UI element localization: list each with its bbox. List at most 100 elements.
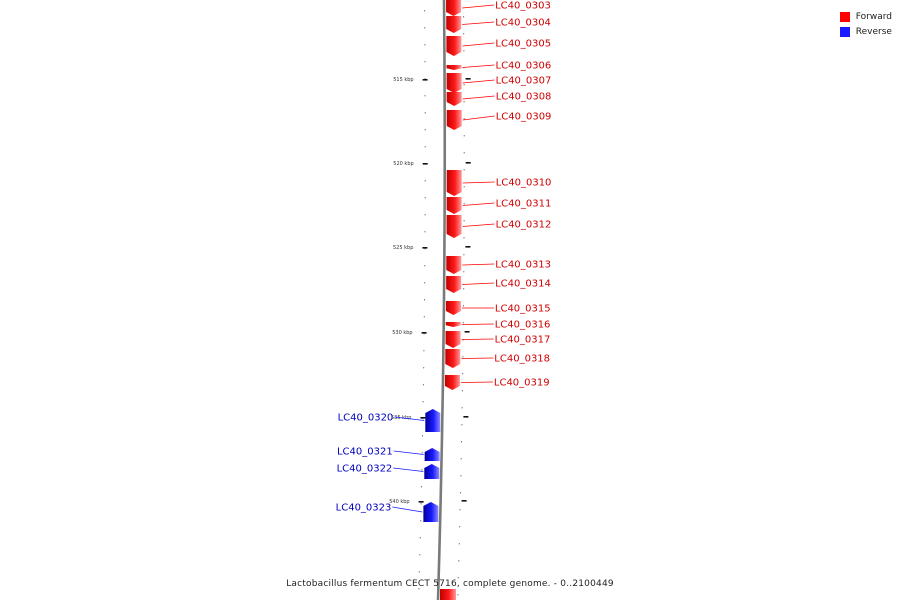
dot-left [424,146,426,148]
dot-left [418,571,420,573]
tick-label: 525 kbp [393,245,413,251]
dot-left [424,197,426,199]
dot-right [458,560,460,562]
gene-label[interactable]: LC40_0323 [336,503,392,514]
genome-caption: Lactobacillus fermentum CECT 5716, compl… [286,579,614,589]
gene-arrow[interactable] [445,301,461,315]
dot-left [424,248,426,250]
dot-right [463,186,465,188]
gene-arrow[interactable] [445,322,461,327]
gene-label[interactable]: LC40_0314 [495,279,551,290]
dot-left [421,452,423,454]
gene-arrow[interactable] [446,16,462,33]
gene-arrow[interactable] [424,464,440,479]
dot-right [463,271,465,273]
gene-arrow[interactable] [446,170,462,196]
gene-leader-line [393,467,424,472]
dot-right [462,356,464,358]
tick-mark [421,332,427,334]
gene-arrow[interactable] [424,448,440,461]
dot-left [424,10,426,12]
dot-left [424,214,426,216]
gene-label[interactable]: LC40_0315 [495,304,551,315]
gene-leader-line [462,64,495,68]
dot-right [463,84,465,86]
dot-right [463,169,465,171]
tick-mark [422,247,428,249]
dot-left [419,537,421,539]
dot-left [424,265,426,267]
gene-leader-line [462,42,495,47]
gene-leader-line [461,323,494,325]
gene-leader-line [461,357,494,359]
gene-label[interactable]: LC40_0306 [496,61,552,72]
gene-label[interactable]: LC40_0318 [494,354,550,365]
tick-mark-right [465,162,471,164]
gene-leader-line [462,95,495,100]
dot-left [423,333,425,335]
gene-arrow[interactable] [446,110,462,130]
gene-arrow[interactable] [446,65,462,70]
dot-left [420,503,422,505]
dot-left [424,27,426,29]
gene-leader-line [462,4,495,9]
gene-label[interactable]: LC40_0304 [495,18,551,29]
dot-left [422,435,423,437]
legend-reverse: Reverse [839,24,892,39]
gene-arrow[interactable] [444,375,460,390]
tick-mark-right [465,78,471,80]
gene-label[interactable]: LC40_0319 [494,378,550,389]
gene-arrow[interactable] [423,502,439,522]
dot-left [424,61,426,63]
dot-left [424,112,426,114]
gene-arrow[interactable] [446,0,462,16]
tick-label: 515 kbp [393,77,413,83]
dot-left [421,469,423,471]
dot-left [424,299,425,301]
gene-arrow[interactable] [445,331,461,348]
dot-right [463,101,465,103]
gene-track: LC40_0303 LC40_0304 LC40_0305 LC40_0306 LC40… [336,0,552,522]
gene-label[interactable]: LC40_0310 [496,178,552,189]
dot-right [460,475,462,477]
dot-right [463,203,465,205]
legend-reverse-label: Reverse [855,26,892,37]
gene-label[interactable]: LC40_0321 [337,447,393,458]
dot-right [461,390,463,392]
dot-right [461,424,463,426]
gene-arrow[interactable] [425,409,441,432]
tick-label: 520 kbp [393,161,413,167]
gene-leader-line [462,21,495,25]
genome-backbone [436,0,447,600]
gene-arrow[interactable] [446,36,462,56]
gene-label[interactable]: LC40_0309 [496,112,552,123]
dot-left [422,384,424,386]
legend: Forward Reverse [839,9,892,39]
gene-label[interactable]: LC40_0313 [495,260,551,271]
gene-arrow[interactable] [446,215,462,238]
dot-right [458,543,460,545]
gene-label[interactable]: LC40_0317 [495,335,551,346]
gene-arrow[interactable] [446,256,462,274]
tick-mark [420,417,426,419]
gene-label[interactable]: LC40_0312 [496,220,552,231]
gene-arrow[interactable] [446,276,462,293]
gene-arrow[interactable] [446,92,462,106]
dot-left [422,401,424,403]
gene-arrow[interactable] [446,73,462,93]
legend-forward: Forward [839,9,892,24]
dot-right [462,373,464,375]
dot-right [463,288,465,290]
gene-label[interactable]: LC40_0311 [496,199,552,210]
gene-label[interactable]: LC40_0307 [496,76,552,87]
gene-label[interactable]: LC40_0316 [495,320,551,331]
gene-label[interactable]: LC40_0320 [338,413,394,424]
gene-label[interactable]: LC40_0305 [495,39,551,50]
gene-label[interactable]: LC40_0308 [496,92,552,103]
gene-arrow[interactable] [446,197,462,214]
gene-label[interactable]: LC40_0303 [495,1,551,12]
dot-right [463,33,465,35]
gene-arrow[interactable] [445,349,461,368]
dot-left [424,282,426,284]
gene-label[interactable]: LC40_0322 [337,464,393,475]
